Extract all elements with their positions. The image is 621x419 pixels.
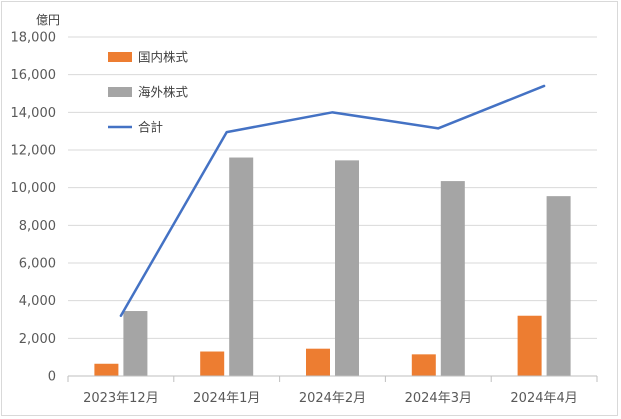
legend-label: 海外株式: [138, 85, 189, 100]
legend-swatch: [108, 87, 132, 97]
legend-swatch: [108, 52, 132, 62]
x-axis: [67, 375, 598, 382]
x-tick-label: 2024年4月: [510, 391, 577, 406]
bar-foreign: [123, 311, 148, 376]
bar-domestic: [94, 363, 119, 376]
bar-domestic: [200, 351, 225, 376]
y-tick-label: 18,000: [11, 31, 57, 46]
y-unit-label: 億円: [36, 13, 60, 27]
bar-domestic: [517, 315, 542, 376]
y-tick-label: 4,000: [19, 294, 56, 309]
x-tick-label: 2024年3月: [405, 391, 472, 406]
y-tick-labels: 0 2,000 4,000 6,000 8,000 10,000 12,000 14,000 1…: [11, 31, 57, 385]
x-tick-label: 2024年1月: [193, 391, 260, 406]
bar-foreign: [335, 160, 359, 376]
y-tick-label: 14,000: [11, 106, 57, 121]
bar-foreign: [440, 181, 465, 376]
y-tick-label: 8,000: [19, 219, 56, 234]
x-tick-label: 2023年12月: [83, 391, 159, 406]
line-total: [119, 84, 546, 317]
gridlines: [68, 36, 597, 339]
bar-foreign: [546, 196, 571, 376]
y-tick-label: 6,000: [19, 257, 56, 272]
y-tick-label: 2,000: [19, 332, 56, 347]
bar-domestic: [306, 348, 330, 376]
legend-label: 国内株式: [138, 50, 189, 65]
total-line: [119, 84, 546, 317]
x-tick-labels: 2023年12月 2024年1月 2024年2月 2024年3月 2024年4月: [83, 391, 578, 406]
bars: [94, 157, 571, 376]
legend-label: 合計: [138, 120, 163, 135]
x-tick-label: 2024年2月: [299, 391, 366, 406]
bar-foreign: [229, 157, 254, 376]
y-tick-label: 0: [48, 370, 56, 385]
y-tick-label: 12,000: [11, 144, 57, 159]
y-tick-label: 10,000: [11, 181, 57, 196]
bar-domestic: [411, 354, 436, 376]
y-tick-label: 16,000: [11, 68, 57, 83]
